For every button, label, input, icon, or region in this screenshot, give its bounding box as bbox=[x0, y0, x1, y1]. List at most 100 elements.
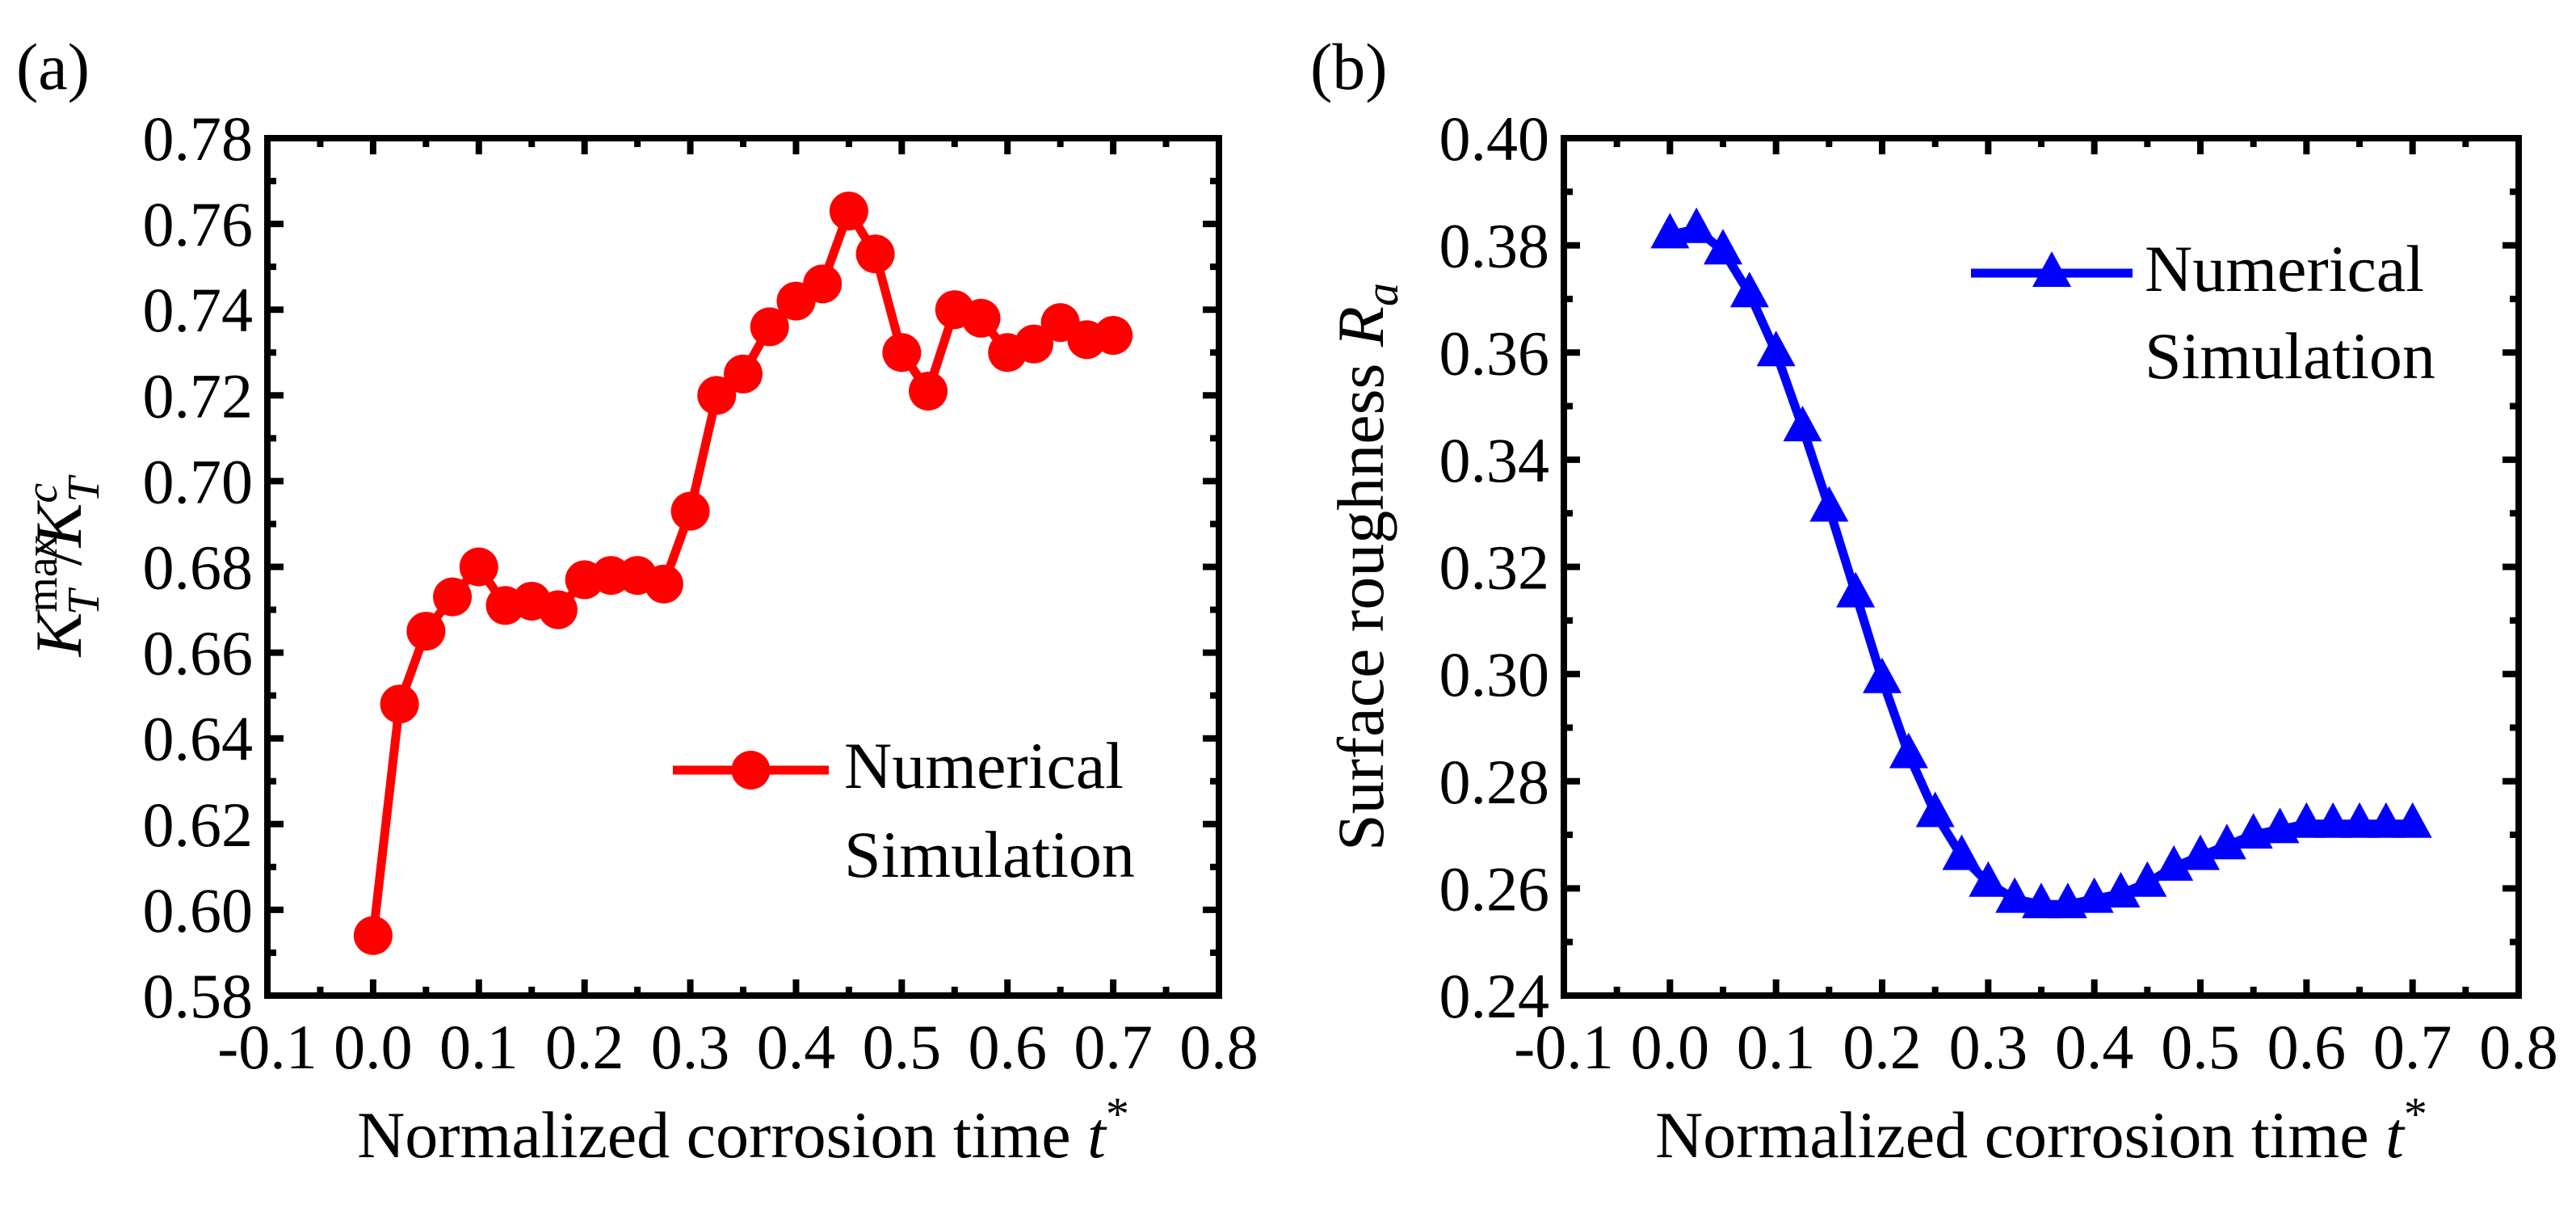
data-point bbox=[1677, 207, 1717, 243]
data-point bbox=[2101, 872, 2141, 908]
data-point bbox=[538, 590, 578, 630]
data-point bbox=[697, 376, 737, 415]
data-point bbox=[2366, 802, 2406, 838]
x-tick-label: 0.7 bbox=[1074, 1012, 1153, 1082]
y-tick-label: 0.74 bbox=[143, 275, 254, 345]
y-tick-label: 0.72 bbox=[143, 360, 254, 431]
data-point bbox=[380, 684, 419, 724]
y-label-var: R bbox=[1324, 306, 1397, 347]
y-label-k2: K bbox=[22, 499, 95, 548]
y-tick-label: 0.38 bbox=[1439, 211, 1550, 281]
y-tick-label: 0.32 bbox=[1439, 533, 1550, 603]
data-point bbox=[2128, 861, 2167, 897]
data-point bbox=[1995, 877, 2035, 913]
data-point bbox=[2022, 882, 2061, 919]
data-point bbox=[909, 371, 948, 411]
y-tick-label: 0.64 bbox=[143, 704, 254, 774]
x-axis-variable: t bbox=[1087, 1098, 1107, 1172]
data-point bbox=[1704, 229, 1742, 265]
data-point bbox=[644, 564, 683, 604]
data-point bbox=[1889, 732, 1928, 769]
x-tick-label: 0.2 bbox=[545, 1012, 624, 1082]
legend-label-line2: Simulation bbox=[844, 818, 1135, 891]
y-tick-label: 0.66 bbox=[143, 618, 254, 689]
x-tick-label: 0.7 bbox=[2373, 1012, 2452, 1082]
x-tick-label: 0.0 bbox=[334, 1012, 413, 1082]
y-tick-label: 0.78 bbox=[143, 103, 254, 174]
x-tick-label: 0.1 bbox=[439, 1012, 519, 1082]
y-tick-label: 0.30 bbox=[1439, 639, 1550, 710]
y-tick-label: 0.76 bbox=[143, 189, 254, 259]
x-tick-label: 0.4 bbox=[2055, 1012, 2134, 1082]
data-point bbox=[2340, 802, 2379, 838]
space bbox=[1324, 347, 1397, 364]
x-tick-label: 0.0 bbox=[1631, 1012, 1710, 1082]
y-label-sup-max: max bbox=[17, 534, 67, 612]
data-point bbox=[1969, 861, 2008, 897]
data-point bbox=[406, 612, 446, 651]
x-tick-label: -0.1 bbox=[1514, 1012, 1613, 1082]
y-label-text: Surface roughness bbox=[1324, 364, 1397, 851]
data-point bbox=[750, 307, 789, 347]
x-tick-label: 0.4 bbox=[757, 1012, 836, 1082]
y-axis-label: KmaxT/KcT bbox=[17, 474, 109, 658]
x-tick-label: 0.5 bbox=[863, 1012, 942, 1082]
data-point bbox=[882, 333, 922, 373]
data-point bbox=[1014, 324, 1053, 364]
x-axis-superscript: * bbox=[1106, 1088, 1129, 1140]
data-point bbox=[1094, 316, 1133, 356]
data-point bbox=[2313, 802, 2353, 838]
x-axis-label: Normalized corrosion time t* bbox=[1655, 1088, 2427, 1172]
y-axis-label: Surface roughness Ra bbox=[1324, 283, 1408, 851]
panel-label: (b) bbox=[1310, 30, 1388, 103]
chart-b: (b) -0.1 0.0 0.1 0.2 0.3 0.4 0.5 0.6 0.7 0.8 0.24 0.… bbox=[1310, 30, 2558, 1172]
x-tick-label: 0.8 bbox=[1179, 1012, 1259, 1082]
y-tick-label: 0.40 bbox=[1439, 103, 1550, 174]
data-point bbox=[1915, 791, 1955, 827]
y-label-sub-t: T bbox=[59, 587, 109, 615]
x-tick-label: 0.3 bbox=[651, 1012, 730, 1082]
y-tick-label: 0.70 bbox=[143, 446, 254, 516]
y-label-sub: a bbox=[1355, 283, 1408, 306]
x-tick-label: 0.5 bbox=[2161, 1012, 2240, 1082]
data-point bbox=[724, 354, 763, 394]
data-point bbox=[2287, 802, 2326, 838]
legend-marker bbox=[731, 751, 771, 790]
x-tick-label: 0.6 bbox=[2267, 1012, 2347, 1082]
data-point bbox=[1942, 834, 1981, 870]
x-tick-label: 0.3 bbox=[1949, 1012, 2028, 1082]
x-axis-variable: t bbox=[2385, 1098, 2406, 1172]
data-point bbox=[670, 491, 710, 531]
legend-label-line1: Numerical bbox=[844, 729, 1124, 802]
legend-label-line1: Numerical bbox=[2145, 232, 2424, 305]
data-point bbox=[1809, 486, 1849, 522]
y-tick-label: 0.36 bbox=[1439, 318, 1550, 388]
y-tick-label: 0.26 bbox=[1439, 853, 1550, 924]
data-point bbox=[459, 547, 498, 587]
y-tick-label: 0.60 bbox=[143, 875, 254, 945]
data-point bbox=[1756, 331, 1796, 367]
data-point bbox=[433, 577, 473, 617]
data-point bbox=[829, 192, 868, 231]
x-axis-label: Normalized corrosion time t* bbox=[357, 1088, 1129, 1172]
space bbox=[1071, 1098, 1088, 1172]
x-tick-label: -0.1 bbox=[217, 1012, 317, 1082]
space bbox=[2369, 1098, 2386, 1172]
data-point bbox=[2207, 823, 2246, 860]
data-point bbox=[1729, 272, 1769, 308]
x-tick-label: 0.8 bbox=[2479, 1012, 2558, 1082]
x-tick-label: 0.2 bbox=[1843, 1012, 1922, 1082]
data-point bbox=[353, 916, 393, 955]
y-tick-label: 0.68 bbox=[143, 533, 254, 603]
y-tick-label: 0.58 bbox=[143, 961, 254, 1031]
x-axis-superscript: * bbox=[2404, 1088, 2427, 1140]
data-point bbox=[1783, 406, 1822, 442]
y-tick-label: 0.28 bbox=[1439, 747, 1550, 817]
data-point bbox=[855, 234, 895, 274]
data-point bbox=[1863, 657, 1902, 693]
x-axis-label-text: Normalized corrosion time bbox=[357, 1098, 1071, 1172]
legend-label-line2: Simulation bbox=[2145, 319, 2435, 393]
data-point bbox=[2393, 802, 2432, 838]
